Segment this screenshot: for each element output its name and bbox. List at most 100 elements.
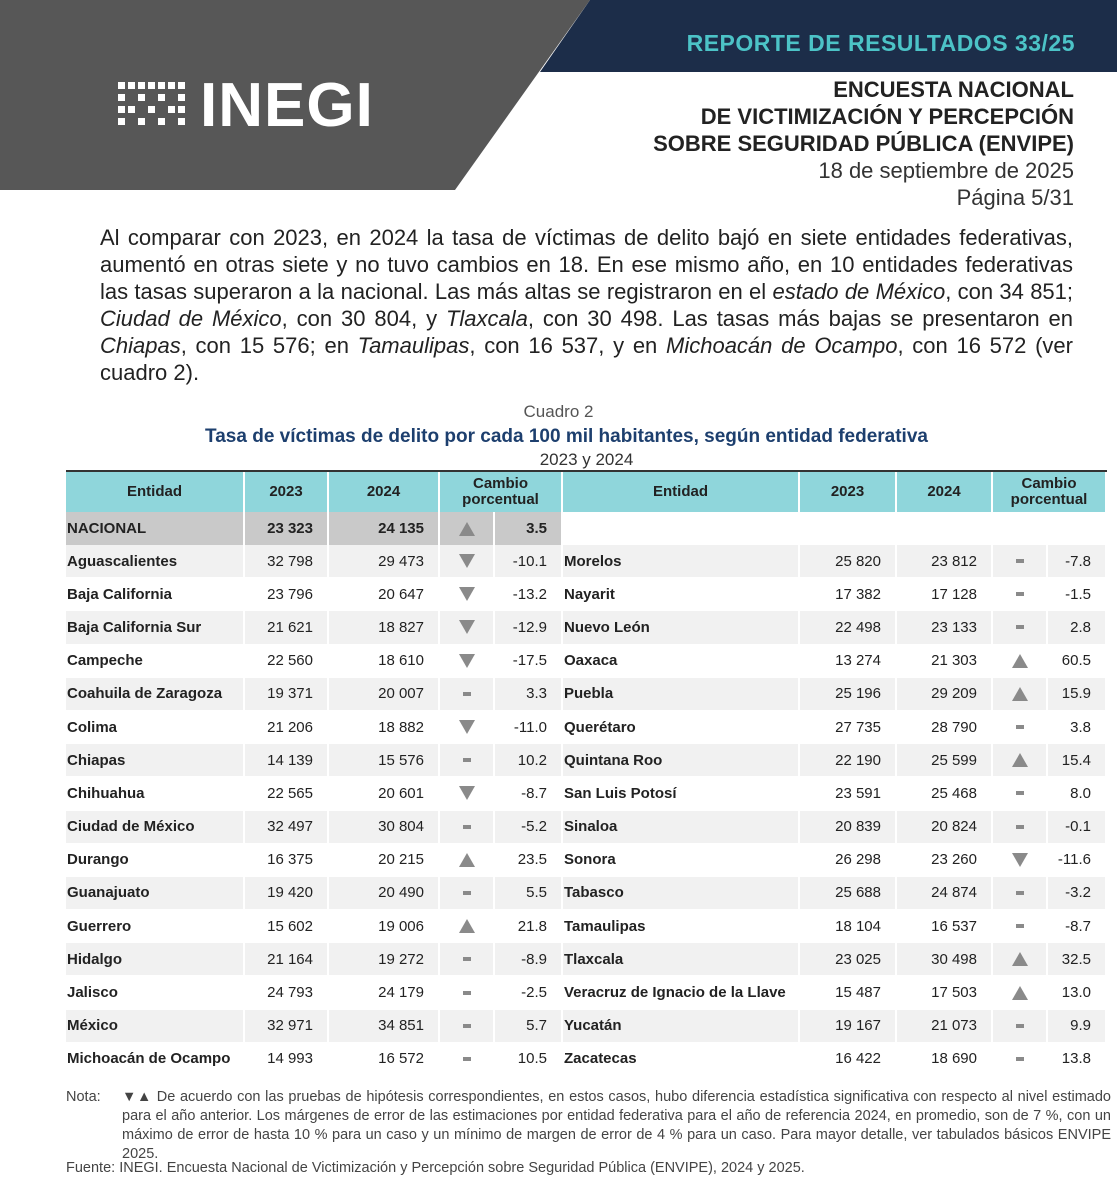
trend-icon (458, 521, 475, 536)
value-cell: 20 490 (329, 876, 440, 911)
value-cell: 25 196 (800, 677, 897, 711)
header-background (0, 0, 1117, 190)
trend-cell (440, 744, 495, 778)
trend-icon (1011, 952, 1028, 967)
entity-cell: Jalisco (66, 976, 245, 1010)
table-title: Tasa de víctimas de delito por cada 100 … (205, 426, 928, 447)
trend-icon (458, 554, 475, 569)
source-label: Fuente: (66, 1160, 116, 1176)
value-cell: 15 602 (245, 910, 329, 944)
data-row: Coahuila de Zaragoza 19 371 20 007 3.3 Puebl… (66, 677, 1107, 711)
data-row: Chiapas 14 139 15 576 10.2 Quintana Roo 22 19… (66, 744, 1107, 778)
survey-block: ENCUESTA NACIONAL DE VICTIMIZACIÓN Y PERC… (653, 76, 1074, 211)
paragraph-segment: Tlaxcala (445, 306, 528, 331)
change-cell: 9.9 (1048, 1009, 1107, 1043)
entity-cell: Nuevo León (563, 611, 800, 645)
value-cell: 21 164 (245, 943, 329, 977)
change-cell: 23.5 (495, 843, 563, 877)
data-row: Campeche 22 560 18 610 -17.5 Oaxaca 13 274 21 … (66, 644, 1107, 678)
entity-cell: Colima (66, 710, 245, 745)
entity-cell: Zacatecas (563, 1042, 800, 1076)
data-row: Michoacán de Ocampo 14 993 16 572 10.5 Zacat… (66, 1042, 1107, 1076)
value-cell: 20 647 (329, 578, 440, 612)
change-cell: 13.0 (1048, 976, 1107, 1010)
change-cell: 32.5 (1048, 943, 1107, 977)
entity-cell: Guanajuato (66, 876, 245, 911)
entity-cell: Puebla (563, 677, 800, 711)
data-row: Ciudad de México 32 497 30 804 -5.2 Sinaloa 2… (66, 810, 1107, 844)
data-row: Baja California Sur 21 621 18 827 -12.9 Nuev… (66, 611, 1107, 645)
trend-cell (440, 644, 495, 678)
change-cell: -2.5 (495, 976, 563, 1010)
value-cell: 17 503 (897, 976, 993, 1010)
trend-cell (440, 777, 495, 811)
trend-cell (993, 1042, 1048, 1076)
value-cell: 16 572 (329, 1042, 440, 1076)
value-cell: 24 874 (897, 876, 993, 911)
value-cell: 23 025 (800, 943, 897, 977)
value-cell: 24 135 (329, 512, 440, 545)
trend-icon (1015, 824, 1024, 829)
value-cell: 27 735 (800, 710, 897, 745)
change-cell: 15.4 (1048, 744, 1107, 778)
change-cell: 21.8 (495, 910, 563, 944)
trend-cell (993, 677, 1048, 711)
entity-cell: NACIONAL (66, 512, 245, 545)
entity-cell: Nayarit (563, 578, 800, 612)
entity-cell: Veracruz de Ignacio de la Llave (563, 976, 800, 1010)
value-cell: 14 993 (245, 1042, 329, 1076)
change-cell: -12.9 (495, 611, 563, 645)
change-cell: 2.8 (1048, 611, 1107, 645)
entity-cell: Hidalgo (66, 943, 245, 977)
entity-cell: Guerrero (66, 910, 245, 944)
change-cell: 5.5 (495, 876, 563, 911)
value-cell: 30 498 (897, 943, 993, 977)
trend-icon (1015, 592, 1024, 597)
value-cell: 20 601 (329, 777, 440, 811)
paragraph-segment: Al comparar con 2023, en 2024 la tasa de… (100, 225, 1073, 304)
trend-icon (458, 587, 475, 602)
paragraph-segment: Chiapas (100, 333, 181, 358)
change-cell: 3.3 (495, 677, 563, 711)
value-cell: 16 537 (897, 910, 993, 944)
data-row: México 32 971 34 851 5.7 Yucatán 19 167 21 073… (66, 1009, 1107, 1043)
value-cell: 30 804 (329, 810, 440, 844)
change-cell: 3.8 (1048, 710, 1107, 745)
value-cell: 25 688 (800, 876, 897, 911)
entity-cell: Chiapas (66, 744, 245, 778)
value-cell: 32 497 (245, 810, 329, 844)
entity-cell: Oaxaca (563, 644, 800, 678)
trend-icon (458, 653, 475, 668)
paragraph-segment: Michoacán de Ocampo (666, 333, 898, 358)
trend-icon (458, 720, 475, 735)
change-cell: 8.0 (1048, 777, 1107, 811)
trend-cell (440, 843, 495, 877)
trend-cell (993, 910, 1048, 944)
paragraph-segment: , con 15 576; en (180, 333, 358, 358)
entity-cell: Sonora (563, 843, 800, 877)
logo-text: INEGI (200, 71, 374, 140)
data-row: Baja California 23 796 20 647 -13.2 Nayarit 1… (66, 578, 1107, 612)
table-subtitle: 2023 y 2024 (539, 450, 634, 469)
value-cell: 32 798 (245, 545, 329, 579)
trend-icon (462, 890, 471, 895)
data-row: Chihuahua 22 565 20 601 -8.7 San Luis Potosí… (66, 777, 1107, 811)
paragraph-segment: Ciudad de México (100, 306, 282, 331)
source-text: INEGI. Encuesta Nacional de Victimizació… (119, 1160, 805, 1176)
change-cell: 3.5 (495, 512, 563, 545)
trend-cell (993, 843, 1048, 877)
value-cell: 23 323 (245, 512, 329, 545)
value-cell: 25 820 (800, 545, 897, 579)
value-cell: 19 371 (245, 677, 329, 711)
change-cell: 15.9 (1048, 677, 1107, 711)
value-cell: 22 498 (800, 611, 897, 645)
trend-cell (993, 810, 1048, 844)
entity-cell: Aguascalientes (66, 545, 245, 579)
value-cell: 19 420 (245, 876, 329, 911)
table-caption: Cuadro 2 (523, 402, 594, 421)
change-cell: 13.8 (1048, 1042, 1107, 1076)
value-cell: 17 128 (897, 578, 993, 612)
paragraph-segment: estado de México (772, 279, 946, 304)
change-cell: 10.2 (495, 744, 563, 778)
header-cell: 2024 (897, 472, 993, 512)
